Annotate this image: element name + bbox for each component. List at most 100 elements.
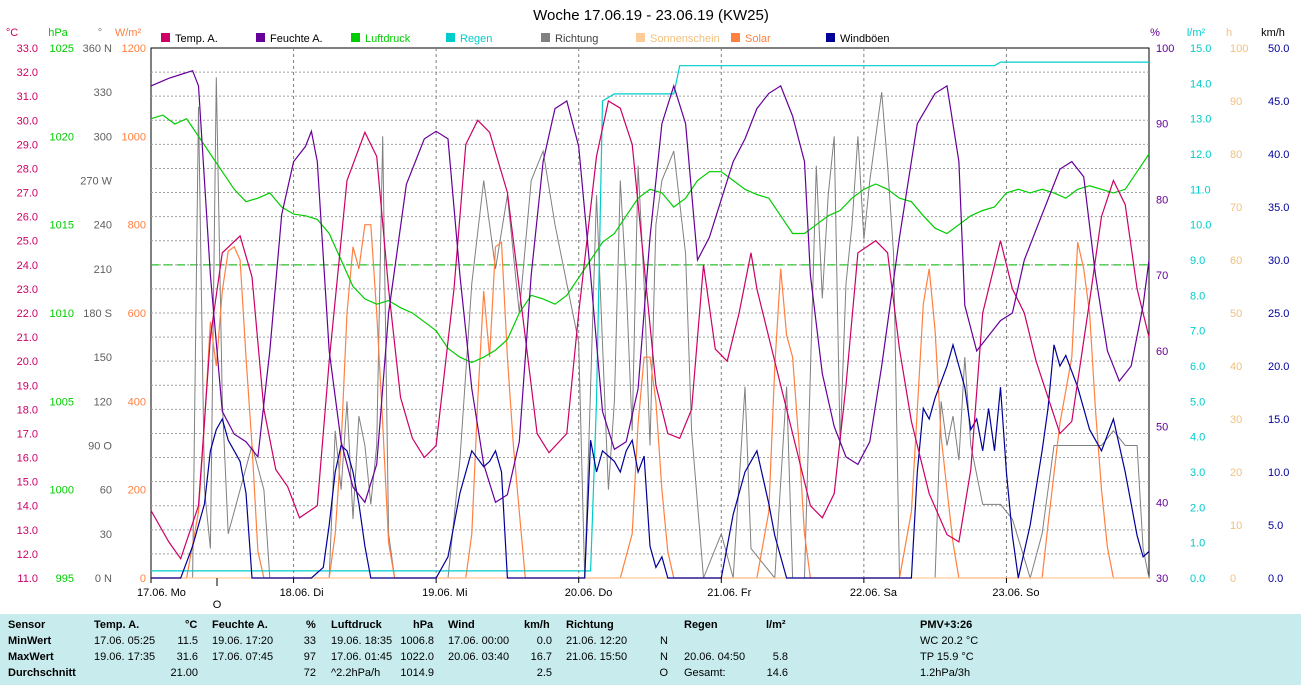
wind-tick: 5.0 bbox=[1268, 520, 1283, 532]
sun-tick: 0 bbox=[1230, 573, 1236, 585]
temp-tick: 18.0 bbox=[17, 404, 38, 416]
hdr-wind-unit: km/h bbox=[524, 619, 550, 631]
dir-tick: 210 bbox=[94, 264, 112, 276]
temp-unit-label: °C bbox=[6, 27, 18, 39]
temp-tick: 22.0 bbox=[17, 308, 38, 320]
max-press-time: 17.06. 01:45 bbox=[331, 651, 393, 663]
legend-swatch bbox=[351, 33, 360, 42]
wind-tick: 45.0 bbox=[1268, 96, 1289, 108]
temp-tick: 16.0 bbox=[17, 453, 38, 465]
max-dir-val: N bbox=[660, 651, 668, 663]
temp-tick: 23.0 bbox=[17, 284, 38, 296]
rain-tick: 12.0 bbox=[1190, 149, 1211, 161]
wind-tick: 30.0 bbox=[1268, 255, 1289, 267]
sun-tick: 90 bbox=[1230, 96, 1242, 108]
x-day-label: 19.06. Mi bbox=[422, 587, 467, 599]
hum-tick: 90 bbox=[1156, 119, 1168, 131]
hum-tick: 40 bbox=[1156, 497, 1168, 509]
chart-series bbox=[150, 61, 1150, 580]
legend-label: Feuchte A. bbox=[270, 33, 323, 45]
wind-tick: 35.0 bbox=[1268, 202, 1289, 214]
hdr-wind: Wind bbox=[448, 619, 475, 631]
sun-tick: 70 bbox=[1230, 202, 1242, 214]
legend-label: Luftdruck bbox=[365, 33, 411, 45]
hpa-tick: 995 bbox=[56, 573, 74, 585]
hum-tick: 100 bbox=[1156, 43, 1174, 55]
max-temp-val: 31.6 bbox=[176, 651, 198, 663]
temp-tick: 17.0 bbox=[17, 428, 38, 440]
hpa-tick: 1005 bbox=[50, 396, 74, 408]
wind-tick: 0.0 bbox=[1268, 573, 1283, 585]
max-wind-time: 20.06. 03:40 bbox=[448, 651, 510, 663]
hdr-hum-unit: % bbox=[306, 619, 316, 631]
stats-table: Sensor Temp. A. °C Feuchte A. % Luftdruc… bbox=[0, 614, 1301, 685]
legend-swatch bbox=[256, 33, 265, 42]
max-dir-time: 21.06. 15:50 bbox=[566, 651, 628, 663]
max-hum-time: 17.06. 07:45 bbox=[212, 651, 274, 663]
hdr-press-unit: hPa bbox=[413, 619, 434, 631]
hdr-temp: Temp. A. bbox=[94, 619, 140, 631]
legend-label: Richtung bbox=[555, 33, 598, 45]
legend-swatch bbox=[446, 33, 455, 42]
hdr-temp-unit: °C bbox=[185, 619, 198, 631]
max-rain-time: 20.06. 04:50 bbox=[684, 651, 746, 663]
dir-tick: 0 N bbox=[95, 573, 112, 585]
temp-tick: 33.0 bbox=[17, 43, 38, 55]
temp-tick: 19.0 bbox=[17, 380, 38, 392]
x-day-label: 18.06. Di bbox=[280, 587, 324, 599]
max-rain-val: 5.8 bbox=[772, 651, 788, 663]
x-day-label: 23.06. So bbox=[992, 587, 1039, 599]
avg-press-val: 1014.9 bbox=[400, 667, 434, 679]
max-hum-val: 97 bbox=[303, 651, 316, 663]
legend-swatch bbox=[826, 33, 835, 42]
x-day-label: 22.06. Sa bbox=[850, 587, 898, 599]
row-max-label: MaxWert bbox=[8, 651, 54, 663]
legend-label: Regen bbox=[460, 33, 492, 45]
series-line-feuchte-a- bbox=[150, 69, 1150, 504]
rain-tick: 13.0 bbox=[1190, 114, 1211, 126]
row-min-label: MinWert bbox=[8, 635, 52, 647]
chart-title: Woche 17.06.19 - 23.06.19 (KW25) bbox=[533, 7, 769, 24]
temp-tick: 29.0 bbox=[17, 139, 38, 151]
series-line-windböen bbox=[151, 342, 1150, 579]
hum-tick: 70 bbox=[1156, 270, 1168, 282]
sun-tick: 10 bbox=[1230, 520, 1242, 532]
time-marker-label: O bbox=[213, 599, 222, 611]
hum-tick: 30 bbox=[1156, 573, 1168, 585]
min-dir-val: N bbox=[660, 635, 668, 647]
x-axis: 17.06. Mo 18.06. Di 19.06. Mi 20.06. Do 21.0… bbox=[137, 578, 1040, 611]
dir-tick: 30 bbox=[100, 529, 112, 541]
rain-tick: 5.0 bbox=[1190, 396, 1205, 408]
sun-tick: 80 bbox=[1230, 149, 1242, 161]
hdr-sensor: Sensor bbox=[8, 619, 46, 631]
avg-rain-time: Gesamt: bbox=[684, 667, 726, 679]
sun-tick: 40 bbox=[1230, 361, 1242, 373]
min-press-time: 19.06. 18:35 bbox=[331, 635, 393, 647]
solar-tick: 0 bbox=[140, 573, 146, 585]
dir-tick: 360 N bbox=[83, 43, 112, 55]
dir-tick: 180 S bbox=[83, 308, 112, 320]
rain-tick: 14.0 bbox=[1190, 78, 1211, 90]
x-day-label: 17.06. Mo bbox=[137, 587, 186, 599]
rain-tick: 10.0 bbox=[1190, 220, 1211, 232]
temp-tick: 11.0 bbox=[17, 573, 38, 585]
temp-tick: 24.0 bbox=[17, 260, 38, 272]
rain-tick: 1.0 bbox=[1190, 538, 1205, 550]
rain-tick: 2.0 bbox=[1190, 502, 1205, 514]
avg-wind-val: 2.5 bbox=[536, 667, 552, 679]
temp-tick: 26.0 bbox=[17, 212, 38, 224]
solar-tick: 1000 bbox=[122, 131, 146, 143]
wind-tick: 25.0 bbox=[1268, 308, 1289, 320]
x-day-label: 21.06. Fr bbox=[707, 587, 751, 599]
avg-pmv: 1.2hPa/3h bbox=[920, 667, 971, 679]
hum-tick: 80 bbox=[1156, 194, 1168, 206]
wind-tick: 15.0 bbox=[1268, 414, 1289, 426]
sun-tick: 60 bbox=[1230, 255, 1242, 267]
hpa-tick: 1025 bbox=[50, 43, 74, 55]
solar-unit-label: W/m² bbox=[115, 27, 142, 39]
series-line-richtung bbox=[151, 77, 1150, 580]
hdr-hum: Feuchte A. bbox=[212, 619, 268, 631]
rain-tick: 8.0 bbox=[1190, 290, 1205, 302]
solar-tick: 600 bbox=[128, 308, 146, 320]
dir-tick: 120 bbox=[94, 396, 112, 408]
